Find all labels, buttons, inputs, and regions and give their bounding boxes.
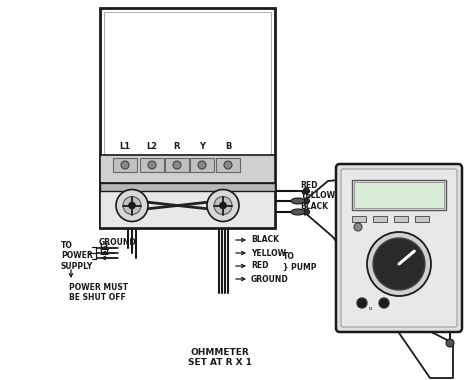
Circle shape: [367, 232, 431, 296]
FancyBboxPatch shape: [341, 169, 457, 327]
Text: YELLOW: YELLOW: [251, 249, 286, 258]
Bar: [100, 155, 275, 183]
Circle shape: [116, 190, 148, 222]
Bar: [373, 216, 387, 222]
Circle shape: [121, 161, 129, 169]
Bar: [104, 12, 271, 224]
Text: BLACK: BLACK: [300, 202, 328, 211]
Circle shape: [173, 161, 181, 169]
Text: L2: L2: [146, 142, 157, 151]
Circle shape: [224, 161, 232, 169]
Circle shape: [357, 298, 367, 308]
Circle shape: [123, 196, 141, 214]
Text: GROUND: GROUND: [251, 274, 289, 283]
Bar: [100, 183, 275, 191]
Text: TO
POWER
SUPPLY: TO POWER SUPPLY: [61, 241, 93, 271]
Bar: [352, 216, 366, 222]
Circle shape: [354, 223, 362, 231]
Text: L2: L2: [99, 248, 109, 257]
Text: o: o: [368, 306, 372, 311]
Ellipse shape: [291, 198, 305, 204]
Text: L1: L1: [119, 142, 130, 151]
Bar: [394, 216, 408, 222]
Text: BLACK: BLACK: [251, 236, 279, 244]
Bar: [352, 180, 446, 210]
Text: POWER MUST
BE SHUT OFF: POWER MUST BE SHUT OFF: [69, 283, 128, 302]
Bar: [140, 158, 164, 172]
Circle shape: [379, 298, 389, 308]
Text: GROUND: GROUND: [99, 238, 137, 247]
Bar: [100, 8, 275, 228]
Bar: [354, 182, 444, 208]
Bar: [190, 158, 214, 172]
Text: R: R: [174, 142, 180, 151]
Circle shape: [207, 190, 239, 222]
Text: Y: Y: [199, 142, 205, 151]
Circle shape: [373, 238, 425, 290]
Ellipse shape: [291, 209, 305, 215]
Bar: [113, 158, 137, 172]
FancyBboxPatch shape: [336, 164, 462, 332]
Circle shape: [304, 209, 310, 214]
Bar: [165, 158, 189, 172]
Bar: [415, 216, 429, 222]
Text: TO
} PUMP: TO } PUMP: [283, 252, 317, 271]
Circle shape: [198, 161, 206, 169]
Text: B: B: [225, 142, 231, 151]
Circle shape: [214, 196, 232, 214]
Bar: [100, 183, 275, 228]
Text: RED: RED: [251, 261, 268, 271]
Bar: [216, 158, 240, 172]
Circle shape: [304, 188, 310, 193]
Text: OHMMETER
SET AT R X 1: OHMMETER SET AT R X 1: [188, 348, 252, 367]
Text: L1: L1: [99, 243, 109, 252]
Circle shape: [148, 161, 156, 169]
Text: RED: RED: [300, 181, 318, 190]
Text: YELLOW: YELLOW: [300, 191, 335, 200]
Circle shape: [304, 198, 310, 204]
Circle shape: [446, 339, 454, 347]
Circle shape: [220, 203, 226, 209]
Circle shape: [129, 203, 135, 209]
